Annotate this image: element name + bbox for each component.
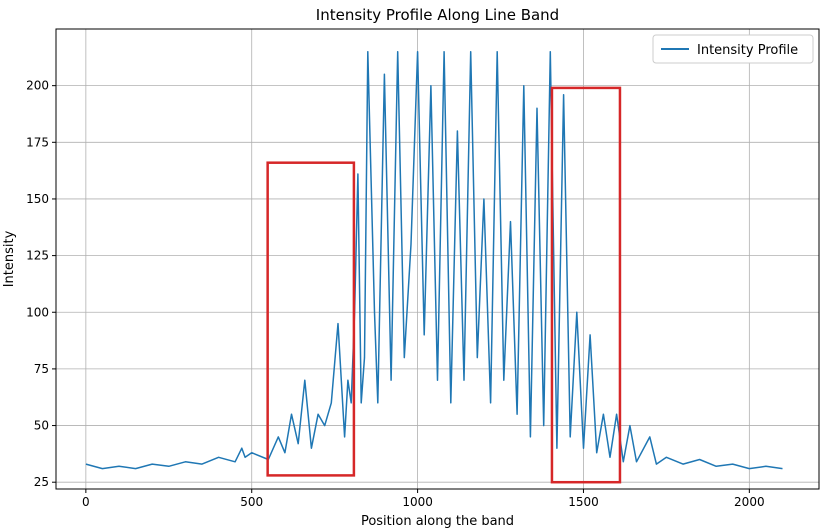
x-axis-label: Position along the band [361, 514, 514, 528]
chart-title: Intensity Profile Along Line Band [316, 6, 559, 24]
y-axis-label: Intensity [2, 230, 17, 287]
legend: Intensity Profile [652, 34, 814, 64]
y-tick-label: 50 [34, 419, 49, 433]
highlight-box [266, 161, 356, 477]
y-tick-label: 200 [26, 79, 49, 93]
x-tick-label: 2000 [734, 495, 765, 509]
x-tick-label: 1500 [568, 495, 599, 509]
ticks: 0 500 1000 1500 2000 25 50 75 100 125 150 175 200 [26, 79, 765, 509]
grid [56, 29, 819, 489]
legend-entry: Intensity Profile [697, 43, 798, 58]
x-tick-label: 1000 [402, 495, 433, 509]
y-tick-label: 75 [34, 362, 49, 376]
x-tick-label: 500 [240, 495, 263, 509]
annotation-layer [266, 86, 622, 484]
y-tick-label: 125 [26, 249, 49, 263]
highlight-box [550, 86, 622, 484]
y-tick-label: 25 [34, 475, 49, 489]
series-line [85, 50, 783, 470]
plot-frame [55, 28, 820, 490]
y-tick-label: 175 [26, 135, 49, 149]
legend-box [652, 34, 814, 64]
y-tick-label: 150 [26, 192, 49, 206]
x-tick-label: 0 [82, 495, 90, 509]
y-tick-label: 100 [26, 305, 49, 319]
series-layer [85, 50, 783, 470]
